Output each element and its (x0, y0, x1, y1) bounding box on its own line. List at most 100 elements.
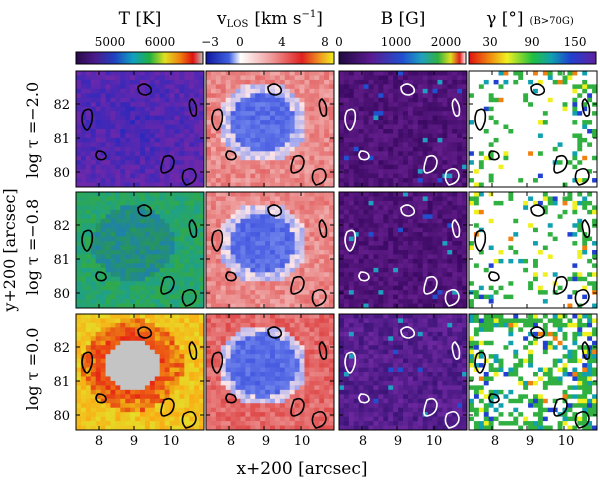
column-title-velocity-sup: −1 (302, 9, 317, 20)
contour-line (423, 154, 438, 174)
colorbar-velocity (205, 51, 335, 65)
xtick-c0-10: 10 (163, 434, 180, 449)
contour-line (225, 393, 237, 404)
column-title-inclination-main: γ [°] (486, 9, 523, 29)
panel-frame (468, 191, 598, 309)
panel-inclination-row1 (468, 70, 598, 188)
panel-velocity-row1 (205, 70, 335, 188)
panel-frame (75, 70, 205, 188)
contour-line (344, 108, 357, 131)
panel-field-strength-row3 (338, 313, 468, 431)
contour-line (188, 341, 198, 360)
ytick-r0-80: 80 (53, 166, 70, 181)
contour-line (160, 154, 175, 174)
contour-line (290, 154, 305, 174)
colorbar-temperature (75, 51, 204, 65)
contour-line (553, 154, 568, 174)
contour-line (267, 326, 283, 339)
cbar-tick-temp-5000: 5000 (95, 35, 126, 49)
contour-line (451, 219, 461, 238)
contour-line (451, 98, 461, 117)
ytick-r2-82: 82 (53, 341, 70, 356)
row-label-logtau-m2: log τ =−2.0 (23, 82, 42, 178)
panel-frame (205, 70, 335, 188)
contour-line (290, 275, 305, 295)
contour-line (423, 275, 438, 295)
panel-frame (468, 70, 598, 188)
contour-line (344, 229, 357, 252)
y-axis-label: y+200 [arcsec] (0, 188, 19, 312)
contour-line (318, 341, 328, 360)
column-title-velocity-close: ] (316, 9, 323, 29)
contour-line (211, 229, 224, 252)
cbar-tick-mag-0: 0 (335, 35, 343, 49)
column-title-temperature: T [K] (119, 9, 162, 29)
contour-line (81, 229, 94, 252)
column-title-velocity-unit: [km s (254, 9, 301, 29)
colorbar-field-strength (338, 51, 467, 65)
column-title-velocity: vLOS [km s−1] (216, 9, 323, 30)
contour-line (318, 219, 328, 238)
xtick-c1-9: 9 (262, 434, 270, 449)
contour-line (488, 271, 500, 282)
column-title-field-strength: B [G] (381, 9, 426, 29)
column-title-inclination: γ [°] (B>70G) (486, 9, 574, 29)
xtick-c2-10: 10 (426, 434, 443, 449)
contour-line (318, 98, 328, 117)
contour-line (530, 326, 546, 339)
ytick-r1-81: 81 (53, 253, 70, 268)
cbar-tick-temp-6000: 6000 (145, 35, 176, 49)
contour-line (581, 98, 591, 117)
contour-line (225, 150, 237, 161)
ytick-r2-80: 80 (53, 409, 70, 424)
panel-frame (338, 70, 468, 188)
cbar-tick-vel-0: 0 (236, 35, 244, 49)
contour-line (160, 397, 175, 417)
contour-line (267, 204, 283, 217)
contour-line (358, 271, 370, 282)
panel-frame (75, 191, 205, 309)
contour-line (488, 150, 500, 161)
contour-line (95, 150, 107, 161)
contour-line (400, 83, 416, 96)
xtick-c0-8: 8 (95, 434, 103, 449)
contour-line (311, 288, 327, 307)
contour-line (188, 219, 198, 238)
contour-line (474, 351, 487, 374)
contour-line (95, 393, 107, 404)
contour-line (400, 204, 416, 217)
xtick-c3-8: 8 (491, 434, 499, 449)
contour-line (444, 167, 460, 186)
panel-frame (205, 313, 335, 431)
panel-velocity-row2 (205, 191, 335, 309)
panel-frame (338, 191, 468, 309)
cbar-tick-incl-150: 150 (564, 35, 587, 49)
contour-line (358, 393, 370, 404)
cbar-tick-incl-30: 30 (482, 35, 497, 49)
ytick-r2-81: 81 (53, 375, 70, 390)
contour-line (423, 397, 438, 417)
contour-line (444, 288, 460, 307)
xtick-c3-9: 9 (526, 434, 534, 449)
panel-inclination-row2 (468, 191, 598, 309)
panel-field-strength-row1 (338, 70, 468, 188)
contour-line (553, 275, 568, 295)
row-label-logtau-m08: log τ =−0.8 (23, 199, 42, 295)
contour-line (181, 288, 197, 307)
panel-frame (468, 313, 598, 431)
row-label-logtau-0: log τ =0.0 (23, 328, 42, 411)
contour-line (211, 108, 224, 131)
colorbar-inclination (468, 51, 597, 65)
contour-line (574, 410, 590, 429)
panel-inclination-row3 (468, 313, 598, 431)
contour-line (137, 326, 153, 339)
contour-line (81, 351, 94, 374)
xtick-c1-10: 10 (294, 434, 311, 449)
panel-temperature-row2 (75, 191, 205, 309)
contour-line (344, 351, 357, 374)
panel-temperature-row3 (75, 313, 205, 431)
contour-line (95, 271, 107, 282)
x-axis-label: x+200 [arcsec] (236, 459, 367, 479)
panel-velocity-row3 (205, 313, 335, 431)
